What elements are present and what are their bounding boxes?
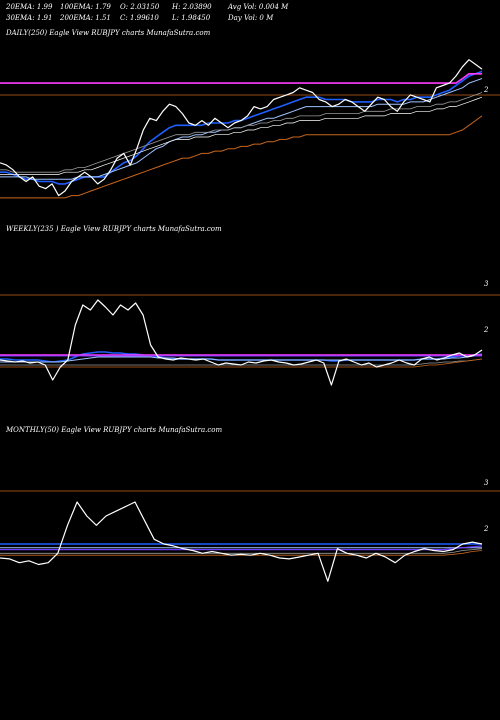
ema20-readout: 20EMA: 1.99 bbox=[6, 3, 53, 11]
daily-chart bbox=[0, 59, 500, 199]
monthly-tick-2: 2 bbox=[484, 525, 489, 533]
open-readout: O: 2.03150 bbox=[120, 3, 160, 11]
weekly-ema-line-6 bbox=[0, 358, 483, 368]
daily-ema-line-2 bbox=[0, 78, 483, 180]
monthly-chart bbox=[0, 490, 500, 582]
avg-vol-readout: Avg Vol: 0.004 M bbox=[228, 3, 289, 11]
ema30-readout: 30EMA: 1.91 bbox=[6, 14, 53, 22]
monthly-ema-line-3 bbox=[0, 545, 483, 551]
monthly-price-line bbox=[0, 501, 483, 582]
monthly-ema-line-4 bbox=[0, 548, 483, 554]
ema100-readout: 100EMA: 1.79 bbox=[60, 3, 111, 11]
high-readout: H: 2.03890 bbox=[172, 3, 212, 11]
daily-ema-line-5 bbox=[0, 115, 483, 199]
daily-ema-line-3 bbox=[0, 92, 483, 173]
day-vol-readout: Day Vol: 0 M bbox=[228, 14, 274, 22]
monthly-ema-line-5 bbox=[0, 550, 483, 556]
daily-panel-label: DAILY(250) Eagle View RUBJPY charts Muna… bbox=[6, 29, 211, 37]
weekly-tick-3: 3 bbox=[484, 280, 489, 288]
daily-tick-2: 2 bbox=[484, 86, 489, 94]
ema200-readout: 200EMA: 1.51 bbox=[60, 14, 111, 22]
daily-ema-line-6 bbox=[0, 72, 482, 84]
monthly-tick-3: 3 bbox=[484, 479, 489, 487]
daily-ema-line-4 bbox=[0, 96, 483, 175]
weekly-tick-2: 2 bbox=[484, 326, 489, 334]
monthly-panel-label: MONTHLY(50) Eagle View RUBJPY charts Mun… bbox=[6, 426, 223, 434]
weekly-chart bbox=[0, 294, 500, 386]
low-readout: L: 1.98450 bbox=[172, 14, 211, 22]
weekly-ema-line-2 bbox=[0, 354, 483, 363]
weekly-panel-label: WEEKLY(235 ) Eagle View RUBJPY charts Mu… bbox=[6, 225, 222, 233]
daily-price-line bbox=[0, 59, 483, 197]
close-readout: C: 1.99610 bbox=[120, 14, 159, 22]
weekly-price-line bbox=[0, 299, 483, 386]
